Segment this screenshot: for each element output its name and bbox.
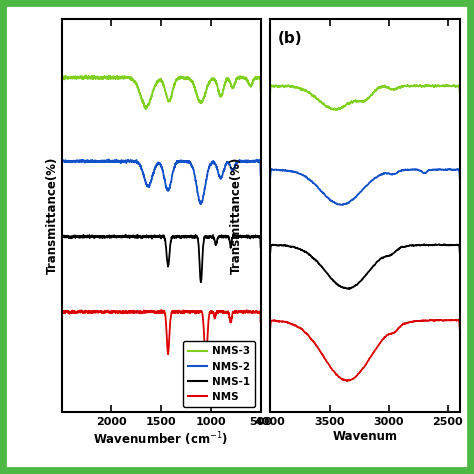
NMS-1: [59, 244, 64, 250]
Text: Transmittance(%): Transmittance(%): [230, 157, 243, 274]
NMS: [173, 309, 178, 314]
NMS: [158, 307, 164, 313]
NMS-2: [106, 156, 111, 162]
NMS-3: [182, 76, 187, 82]
NMS-3: [63, 73, 68, 79]
NMS-3: [84, 74, 90, 80]
NMS-3: [258, 87, 264, 92]
NMS-1: [235, 234, 241, 239]
Line: NMS-3: NMS-3: [62, 75, 261, 109]
NMS-1: [182, 234, 187, 239]
NMS-2: [258, 172, 264, 177]
Line: NMS-1: NMS-1: [62, 235, 261, 283]
NMS-3: [83, 73, 89, 78]
X-axis label: Wavenum: Wavenum: [333, 430, 398, 443]
NMS: [182, 310, 187, 316]
NMS-2: [173, 161, 178, 166]
NMS-1: [198, 280, 204, 285]
Y-axis label: Transmittance(%): Transmittance(%): [46, 157, 59, 274]
NMS-1: [84, 234, 90, 240]
Text: (b): (b): [278, 31, 302, 46]
NMS-2: [84, 158, 90, 164]
Legend: NMS-3, NMS-2, NMS-1, NMS: NMS-3, NMS-2, NMS-1, NMS: [183, 341, 255, 407]
Line: NMS-2: NMS-2: [62, 159, 261, 204]
NMS-1: [223, 235, 229, 240]
NMS-3: [223, 77, 229, 82]
NMS-1: [173, 233, 178, 239]
NMS-3: [143, 106, 149, 112]
NMS-2: [198, 201, 204, 207]
NMS-2: [223, 162, 229, 168]
NMS-1: [135, 232, 140, 238]
NMS-2: [235, 159, 241, 165]
NMS: [258, 319, 264, 325]
NMS-2: [182, 158, 187, 164]
Line: NMS: NMS: [62, 310, 261, 364]
NMS: [63, 309, 68, 314]
NMS-3: [59, 83, 64, 89]
NMS-3: [173, 78, 179, 83]
NMS: [203, 361, 209, 366]
NMS-1: [258, 245, 264, 250]
NMS-3: [235, 75, 241, 81]
NMS: [84, 308, 90, 314]
NMS-2: [59, 166, 64, 172]
X-axis label: Wavenumber (cm$^{-1}$): Wavenumber (cm$^{-1}$): [93, 430, 229, 447]
NMS: [235, 310, 241, 315]
NMS: [223, 310, 229, 315]
NMS: [59, 319, 64, 325]
NMS-1: [63, 234, 68, 240]
NMS-2: [63, 158, 68, 164]
